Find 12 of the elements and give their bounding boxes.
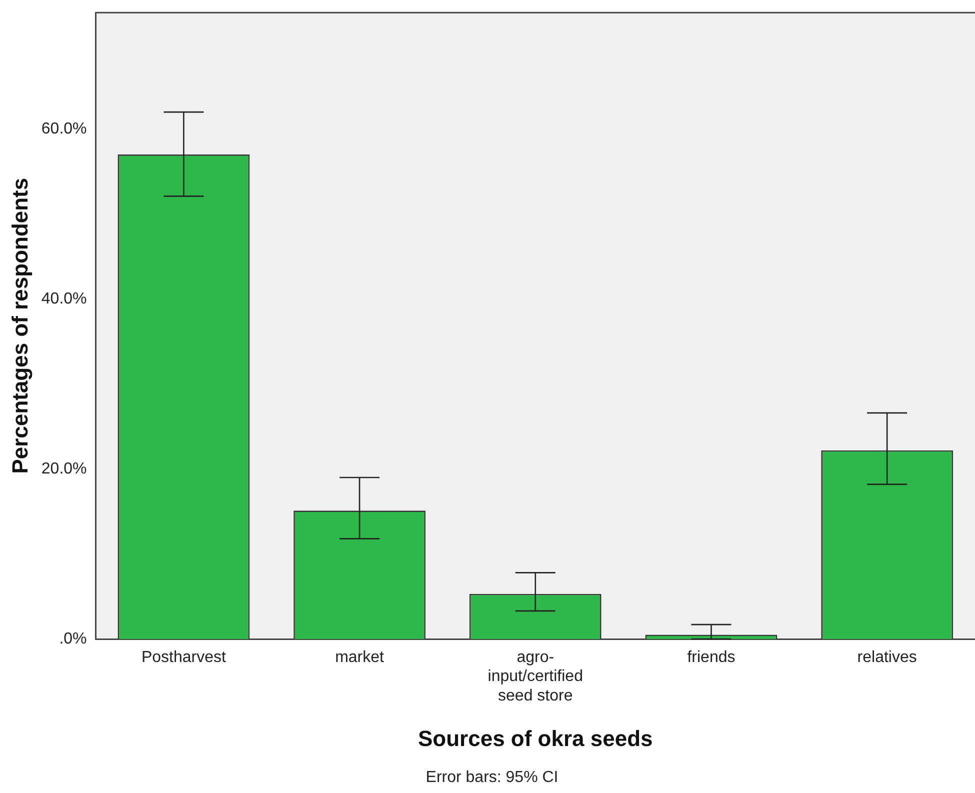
x-tick-label: friends bbox=[687, 649, 736, 666]
x-tick-label: agro-input/certified seed store bbox=[488, 649, 583, 704]
x-axis-title: Sources of okra seeds bbox=[418, 726, 653, 751]
y-axis-title: Percentages of respondents bbox=[7, 178, 32, 474]
y-tick-label: 60.0% bbox=[41, 120, 87, 138]
y-tick-label: .0% bbox=[59, 630, 87, 648]
x-tick-label: relatives bbox=[857, 649, 917, 666]
y-tick-label: 20.0% bbox=[41, 460, 87, 478]
y-tick-label: 40.0% bbox=[41, 290, 87, 308]
x-tick-label: market bbox=[335, 649, 385, 666]
text: Error bars: 95% CI bbox=[426, 769, 558, 786]
x-tick-label: Postharvest bbox=[141, 649, 226, 666]
